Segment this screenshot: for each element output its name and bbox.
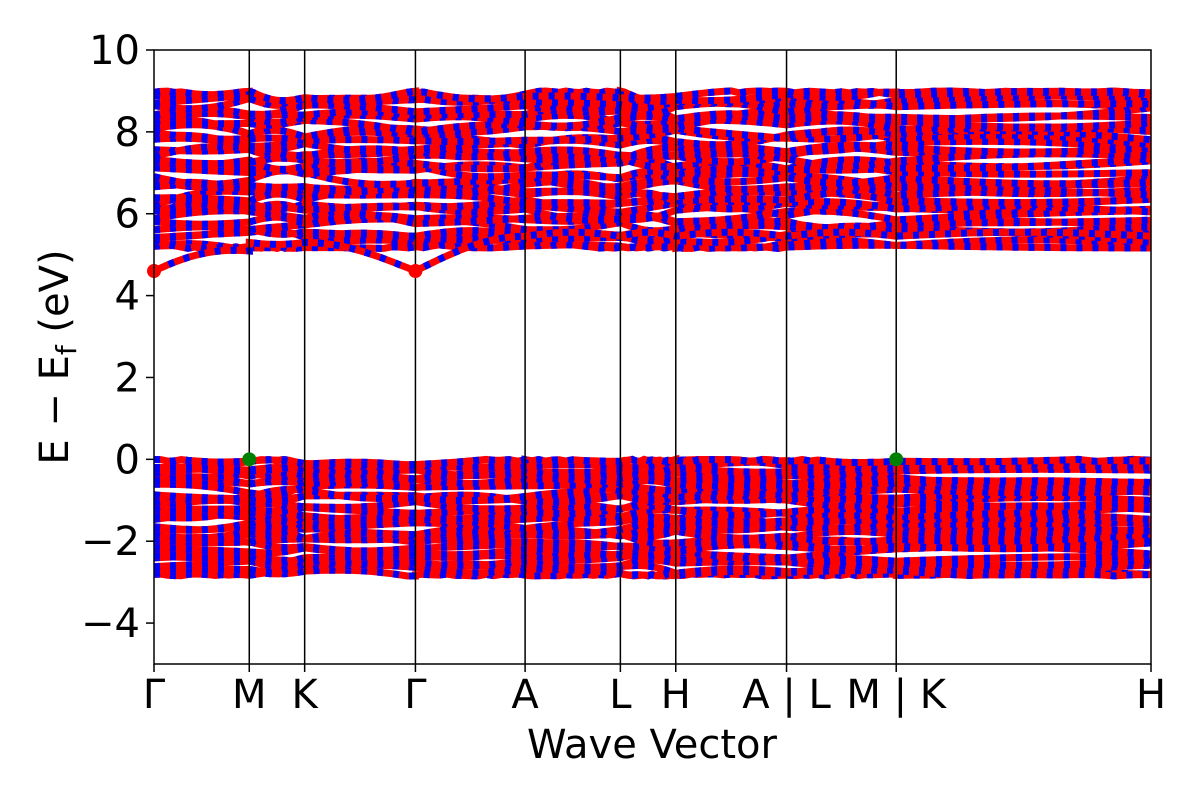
kpoint-divider-lines — [248, 50, 897, 664]
y-tick-label: 6 — [115, 192, 140, 238]
plot-frame — [153, 49, 1152, 665]
x-tick-label: Γ — [143, 672, 166, 718]
band-lines — [154, 86, 1151, 580]
conduction-band-spin-down — [154, 156, 1151, 176]
valence-band-spin-down — [154, 543, 1151, 566]
y-axis-title: E − Ef (eV) — [32, 249, 83, 464]
y-tick-label: 4 — [115, 274, 140, 320]
x-axis-title: Wave Vector — [527, 722, 778, 768]
conduction-band-spin-down — [154, 126, 1151, 146]
valence-band-spin-down — [154, 541, 1151, 559]
cbm-marker — [408, 264, 423, 279]
valence-band-spin-down — [154, 461, 1151, 481]
conduction-band-spin-down — [154, 170, 1151, 195]
y-tick-label: −2 — [81, 519, 140, 565]
y-tick-label: 2 — [115, 355, 140, 401]
conduction-band-spin-down — [154, 153, 1151, 174]
x-tick-label: L — [609, 672, 632, 718]
y-axis-title-subscript: f — [50, 344, 83, 355]
conduction-band-spin-down — [154, 200, 1151, 228]
vbm-marker — [889, 452, 904, 467]
x-tick-label: H — [1136, 672, 1166, 718]
y-tick-label: −4 — [81, 601, 140, 647]
valence-band-spin-down — [154, 546, 1151, 566]
conduction-band-spin-down — [154, 167, 1151, 188]
valence-band-spin-down — [154, 513, 1151, 534]
y-tick-label: 0 — [115, 437, 140, 483]
y-axis-title-main: E − E — [32, 355, 78, 465]
vbm-marker — [242, 452, 257, 467]
valence-band-spin-down — [154, 491, 1151, 506]
conduction-band-spin-down — [154, 194, 1151, 214]
x-tick-label: M | K — [846, 672, 947, 718]
y-tick-label: 10 — [89, 28, 140, 74]
y-axis-ticks: −4 −2 0 2 4 6 8 10 — [81, 28, 154, 647]
conduction-band-spin-down — [154, 87, 1151, 105]
conduction-band-spin-down — [154, 144, 1151, 170]
x-tick-label: A — [511, 672, 539, 718]
x-tick-label: M — [232, 672, 267, 718]
x-tick-label: H — [661, 672, 691, 718]
conduction-band-spin-down — [154, 137, 1151, 161]
conduction-band-spin-down — [154, 92, 1151, 113]
x-tick-label: Γ — [404, 672, 427, 718]
y-tick-label: 8 — [115, 110, 140, 156]
x-tick-label: A | L — [742, 672, 831, 718]
conduction-band-spin-down — [154, 236, 1151, 253]
conduction-band-spin-down — [154, 228, 1151, 275]
valence-band-spin-down — [154, 503, 1151, 523]
y-axis-title-unit: (eV) — [32, 249, 78, 345]
valence-band-spin-down — [154, 454, 1151, 469]
conduction-band-spin-down — [154, 121, 1151, 142]
x-tick-label: K — [292, 672, 320, 718]
